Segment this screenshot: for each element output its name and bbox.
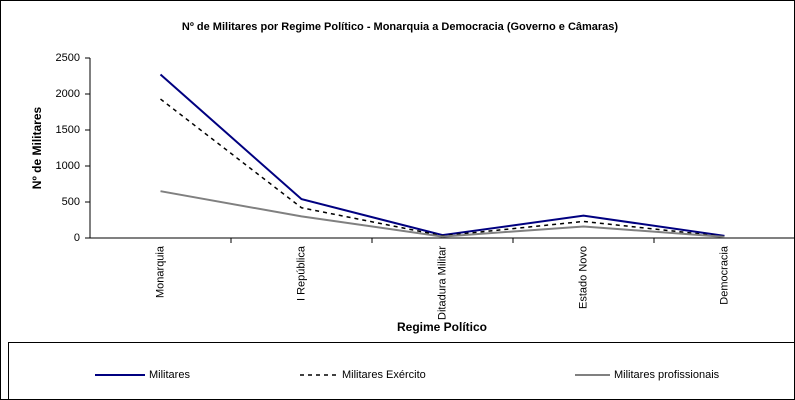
x-tick-label: Estado Novo bbox=[577, 246, 589, 309]
x-tick-label: Democracia bbox=[718, 245, 730, 305]
chart-title: Nº de Militares por Regime Político - Mo… bbox=[182, 21, 619, 33]
y-tick-label: 2000 bbox=[56, 88, 80, 100]
x-tick-label: I República bbox=[295, 245, 307, 301]
legend-label: Militares profissionais bbox=[614, 369, 720, 381]
y-tick-label: 2500 bbox=[56, 52, 80, 64]
series-line bbox=[160, 190, 725, 238]
y-tick-label: 500 bbox=[62, 196, 80, 208]
legend-box bbox=[8, 342, 795, 400]
x-tick-label: Ditadura Militar bbox=[436, 246, 448, 320]
x-axis-label: Regime Político bbox=[397, 320, 487, 334]
y-axis-label: Nº de Militares bbox=[30, 106, 44, 189]
y-tick-label: 1000 bbox=[56, 160, 80, 172]
y-tick-label: 0 bbox=[74, 232, 80, 244]
y-tick-label: 1500 bbox=[56, 124, 80, 136]
legend-label: Militares bbox=[149, 369, 190, 381]
legend-label: Militares Exército bbox=[342, 369, 426, 381]
x-tick-label: Monarquia bbox=[154, 245, 166, 298]
